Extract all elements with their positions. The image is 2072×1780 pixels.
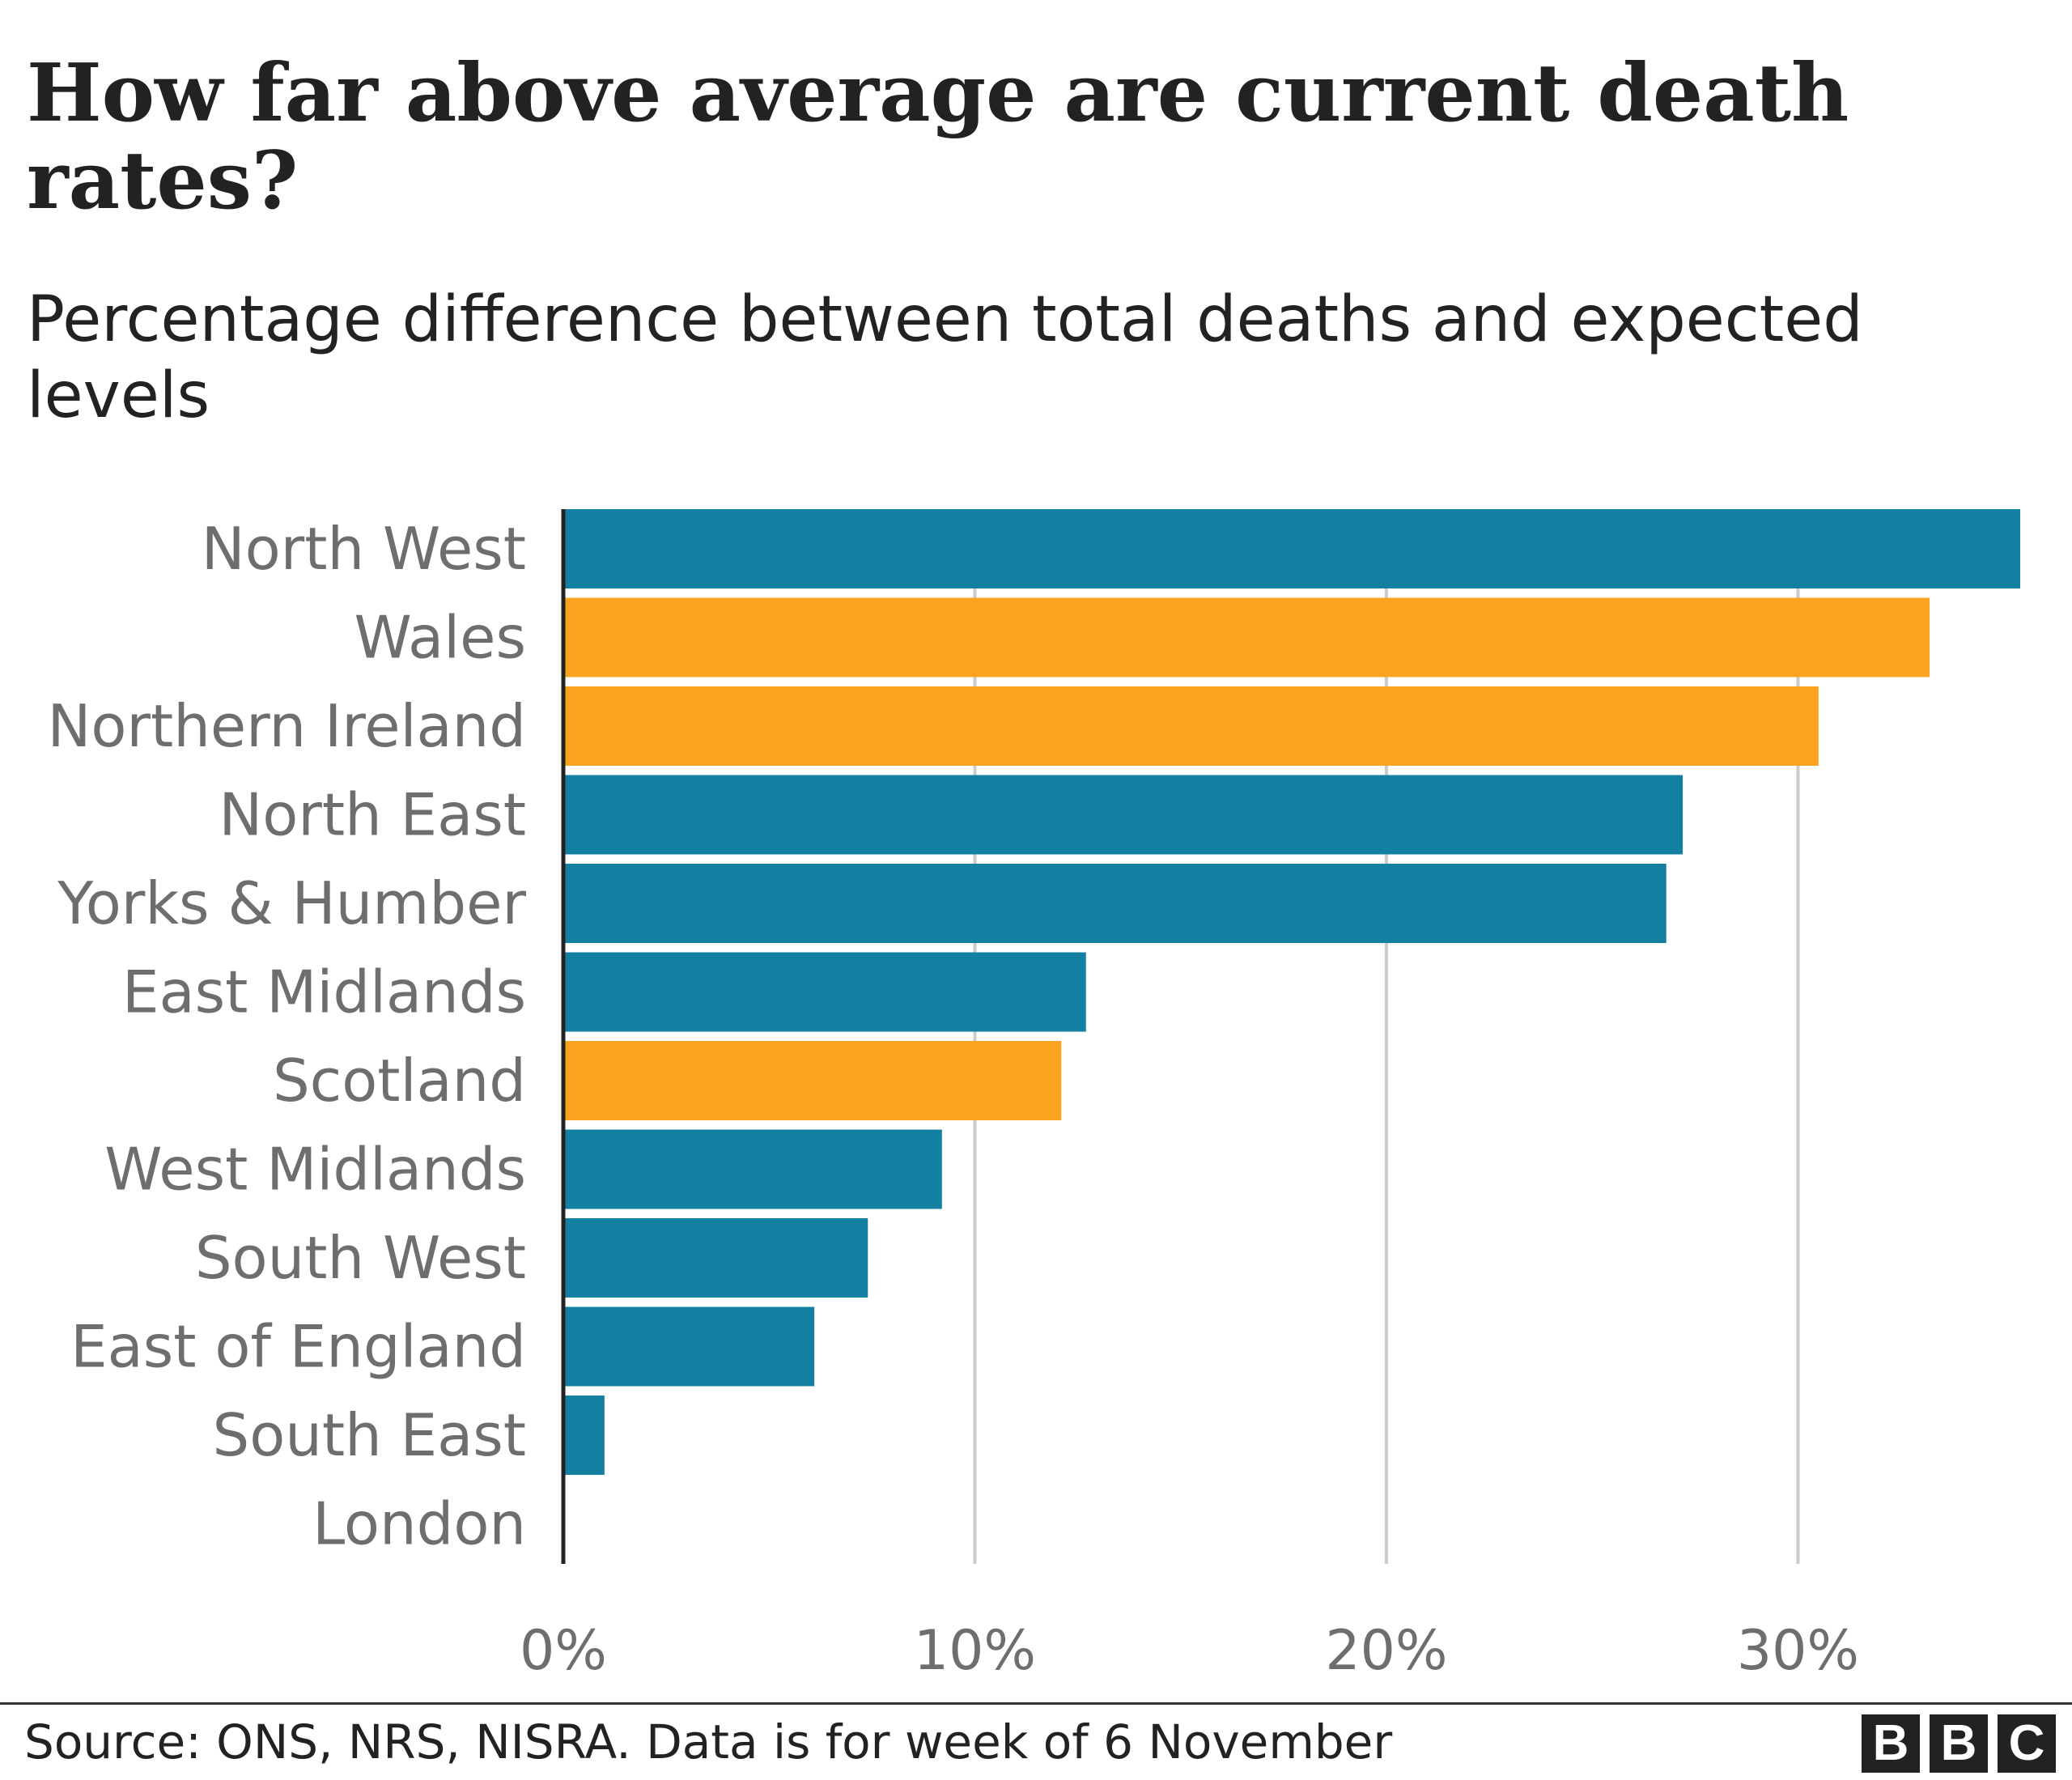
bar [563,597,1930,678]
bbc-logo: B B C [1862,1714,2056,1773]
chart-subtitle: Percentage difference between total deat… [27,283,1863,432]
category-label: East of England [70,1313,526,1381]
category-label: North East [219,781,526,849]
logo-letter-b1: B [1862,1714,1920,1773]
logo-letter-b2: B [1930,1714,1988,1773]
category-label: West Midlands [104,1136,526,1204]
bar [563,1396,605,1475]
bar [563,686,1819,766]
bar [563,1129,942,1209]
category-label: Scotland [273,1047,526,1115]
category-label: North West [202,515,526,583]
bar [563,1218,868,1298]
category-label: Wales [354,604,526,672]
bar [563,864,1667,943]
source-note: Source: ONS, NRS, NISRA. Data is for wee… [24,1714,1393,1769]
chart-title: How far above average are current death … [27,47,1849,227]
category-label: London [312,1490,526,1558]
logo-letter-c: C [1998,1714,2056,1773]
bar [563,775,1684,855]
category-label: South West [195,1224,526,1292]
x-tick-label: 10% [914,1619,1036,1683]
gridlines [973,509,1800,1564]
category-label: Yorks & Humber [57,869,526,937]
x-axis-tick-labels: 0% 10% 20% 30% [520,1619,1859,1683]
bars [563,509,2020,1475]
footer-divider [0,1702,2072,1705]
bar [563,509,2020,588]
x-tick-label: 0% [520,1619,607,1683]
category-labels: North West Wales Northern Ireland North Eas… [47,515,526,1558]
x-tick-label: 20% [1325,1619,1447,1683]
category-label: Northern Ireland [47,692,526,760]
x-tick-label: 30% [1737,1619,1859,1683]
bar [563,1306,815,1387]
bar-chart: North West Wales Northern Ireland North Eas… [47,509,2020,1683]
category-label: East Midlands [122,958,526,1026]
bar [563,1041,1062,1120]
category-label: South East [213,1401,527,1469]
bar [563,952,1086,1032]
